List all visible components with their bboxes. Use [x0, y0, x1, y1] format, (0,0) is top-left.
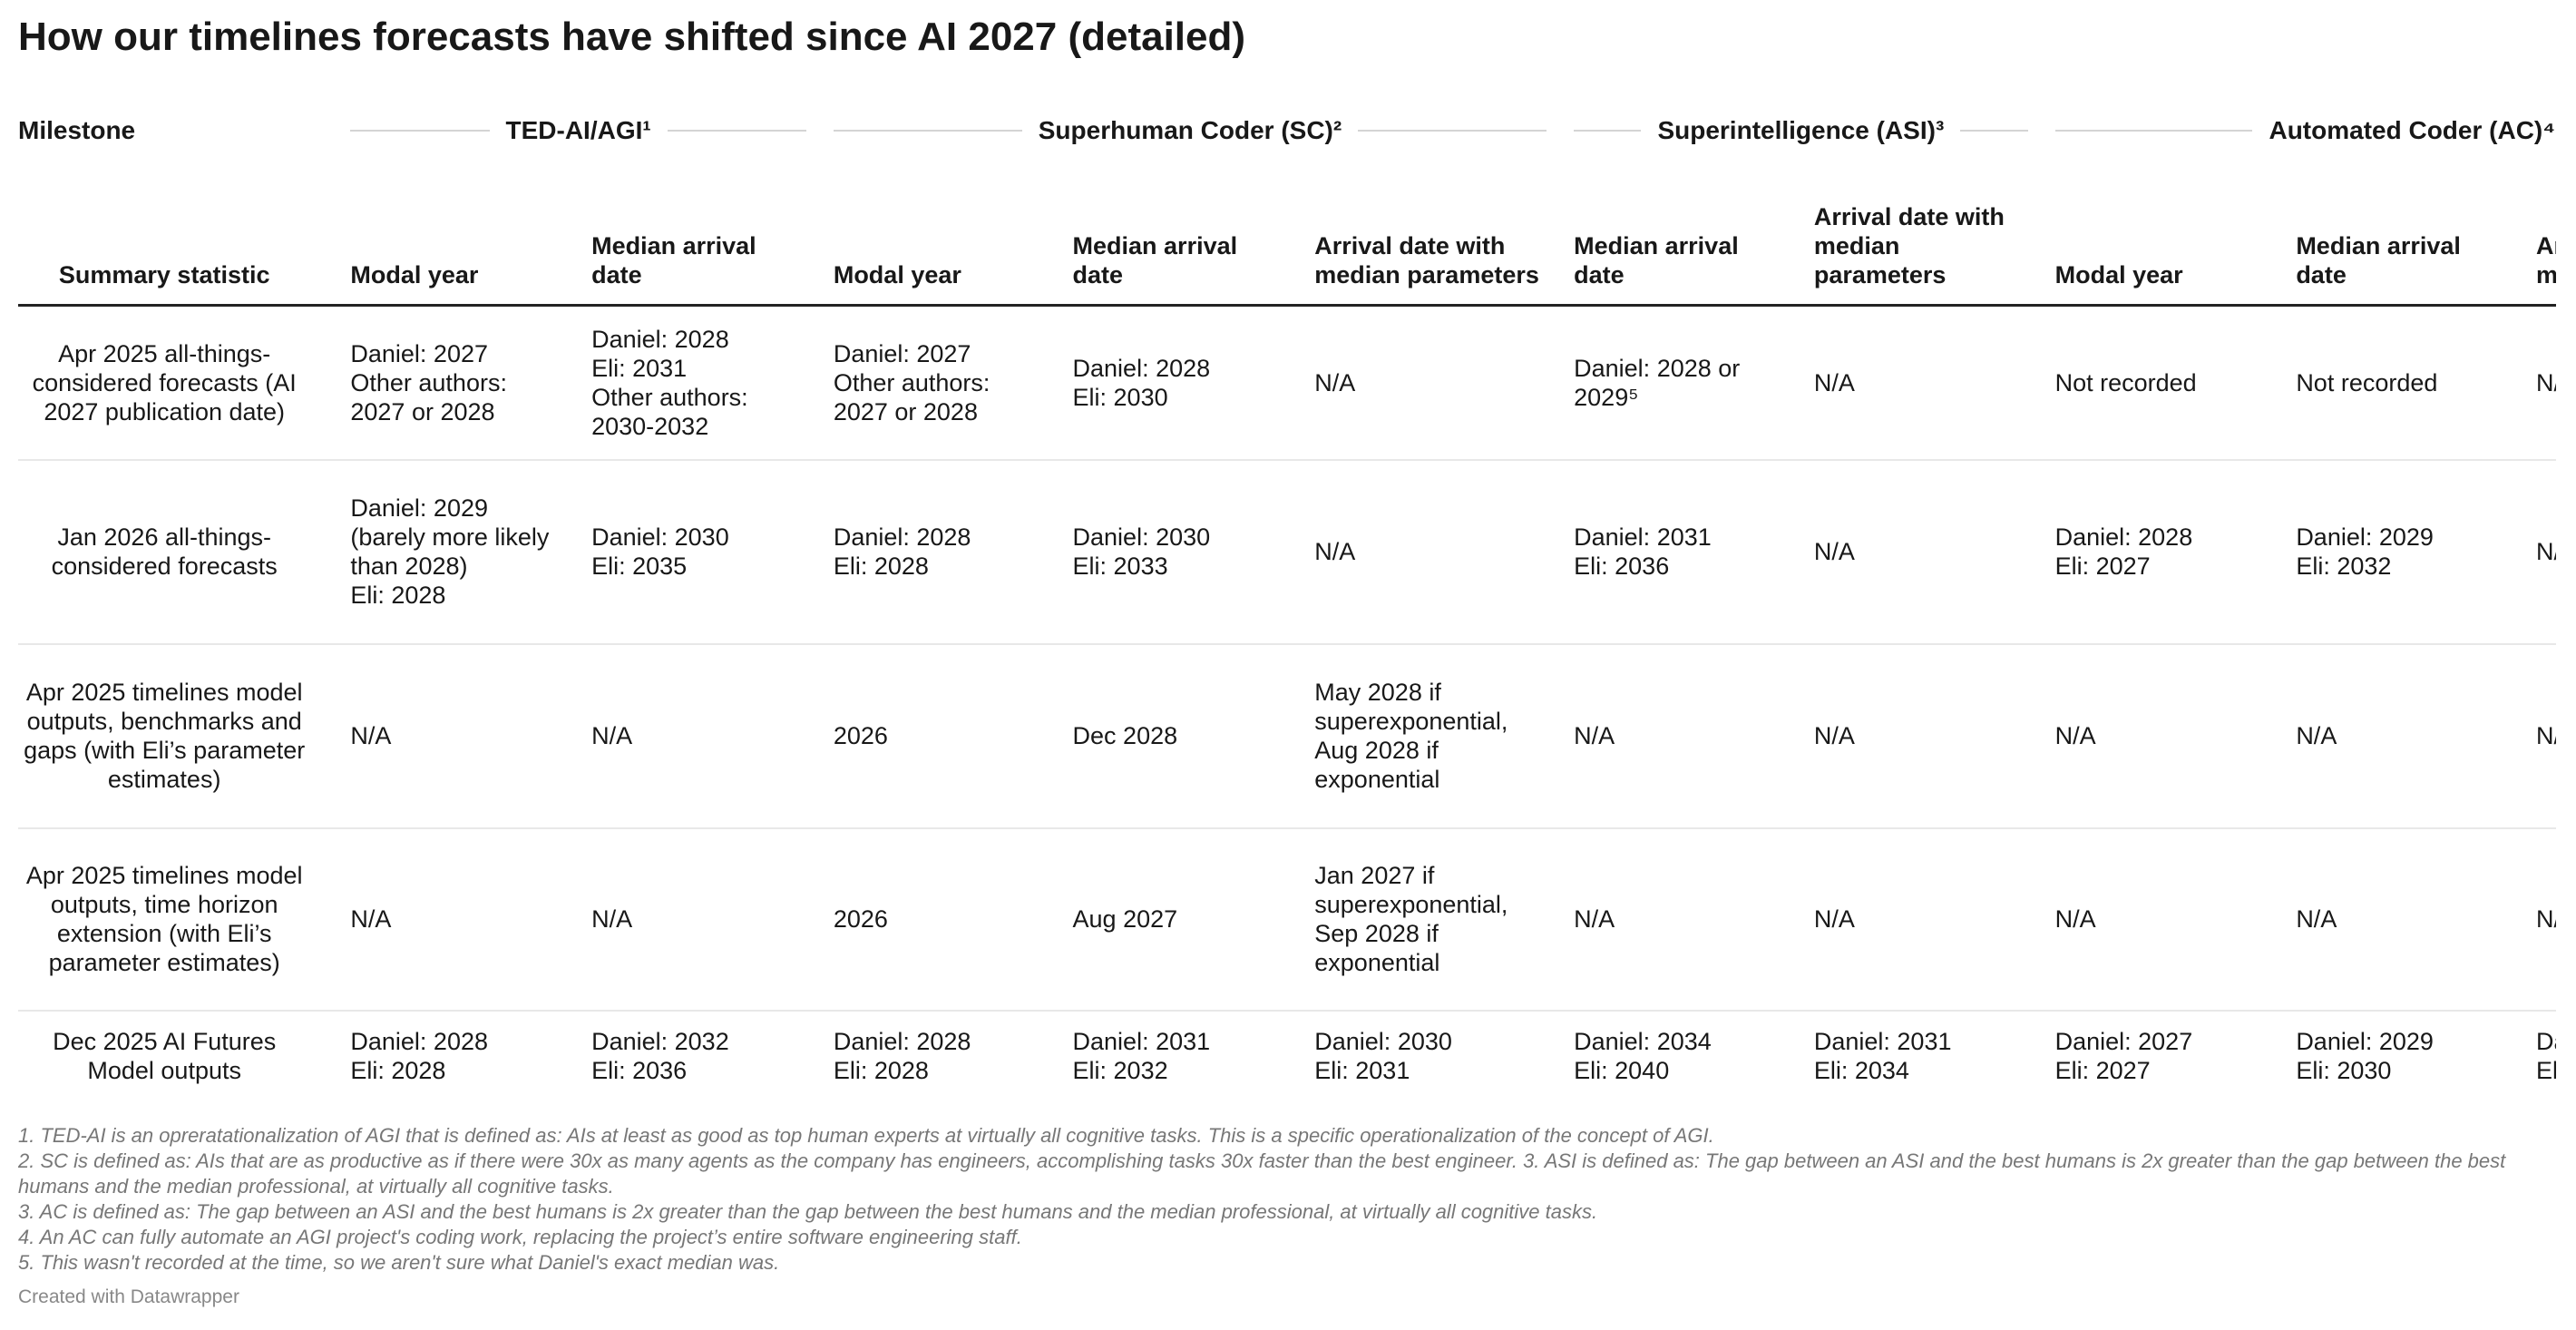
group-header: Automated Coder (AC)⁴ [2055, 98, 2556, 163]
table-cell: Daniel: 2028 Eli: 2028 [833, 459, 1073, 645]
table-cell: Daniel: 2031 Eli: 2032 [1072, 1028, 1211, 1084]
table-cell: N/A [2296, 827, 2537, 1012]
table-cell: N/A [591, 827, 834, 1012]
table-cell: Daniel: Eli: [2536, 1028, 2556, 1084]
table-cell: N/A [1813, 305, 2055, 461]
table-cell: N/A [2536, 305, 2556, 461]
table-cell: Daniel: 2028 Eli: 2031 Other authors: 20… [591, 305, 834, 461]
group-header: TED-AI/AGI¹ [350, 98, 833, 163]
column-header: Modal year [833, 163, 1073, 307]
table-cell: Daniel: 2029 (barely more likely than 20… [350, 459, 592, 645]
table-cell: Daniel: 2032 Eli: 2036 [591, 1028, 729, 1084]
table-cell: May 2028 if superexponential, Aug 2028 i… [1314, 643, 1575, 829]
table-row: Apr 2025 timelines model outputs, time h… [18, 827, 2556, 1012]
table-cell: N/A [2296, 643, 2537, 829]
column-header: Summary statistic [18, 163, 351, 307]
column-header: Modal year [350, 163, 592, 307]
group-header: Superhuman Coder (SC)² [834, 98, 1574, 163]
table-cell: N/A [1574, 643, 1814, 829]
column-header: Arrival date with median parameters [2536, 163, 2556, 307]
footnote: 5. This wasn't recorded at the time, so … [18, 1251, 780, 1274]
table-cell: Aug 2027 [1072, 827, 1315, 1012]
column-header: Arrival date with median parameters [1813, 163, 2055, 307]
table-row: Apr 2025 timelines model outputs, benchm… [18, 643, 2556, 829]
column-header: Arrival date with median parameters [1314, 163, 1575, 307]
table-cell: Apr 2025 all-things-considered forecasts… [18, 305, 351, 461]
footnote: 1. TED-AI is an opreratationalization of… [18, 1124, 1714, 1147]
group-row: Milestone TED-AI/AGI¹ Superhuman Coder (SC… [18, 98, 2556, 163]
table-row: Dec 2025 AI Futures Model outputs Daniel:… [18, 1011, 2556, 1101]
table-cell: Daniel: 2029 Eli: 2030 [2296, 1028, 2434, 1084]
group-label: Automated Coder (AC)⁴ [2055, 116, 2556, 145]
table-row: Jan 2026 all-things-considered forecasts… [18, 459, 2556, 645]
credit: Created with Datawrapper [18, 1286, 239, 1307]
table-cell: Daniel: 2030 Eli: 2035 [591, 459, 834, 645]
column-header: Median arrival date [1072, 163, 1315, 307]
table-cell: Daniel: 2028 Eli: 2028 [350, 1028, 488, 1084]
table-cell: 2026 [833, 827, 1073, 1012]
table-cell: Daniel: 2028 or 2029⁵ [1574, 305, 1814, 461]
table-cell: N/A [1813, 459, 2055, 645]
column-header: Modal year [2054, 163, 2297, 307]
group-header: Milestone [18, 98, 350, 163]
table-cell: N/A [350, 827, 592, 1012]
group-label: Superhuman Coder (SC)² [834, 116, 1547, 145]
table-cell: Daniel: 2030 Eli: 2031 [1314, 1028, 1452, 1084]
column-header: Median arrival date [1574, 163, 1814, 307]
table-wrap: Milestone TED-AI/AGI¹ Superhuman Coder (SC… [18, 98, 2556, 1101]
table-cell: Dec 2028 [1072, 643, 1315, 829]
table-cell: Not recorded [2296, 305, 2537, 461]
table-cell: Daniel: 2027 Other authors: 2027 or 2028 [833, 305, 1073, 461]
group-label: Milestone [18, 116, 136, 144]
table-cell: Daniel: 2031 Eli: 2034 [1813, 1028, 1952, 1084]
table: Milestone TED-AI/AGI¹ Superhuman Coder (SC… [18, 98, 2556, 1101]
group-label: Superintelligence (ASI)³ [1574, 116, 2027, 145]
column-header: Median arrival date [591, 163, 834, 307]
footnote: 3. AC is defined as: The gap between an … [18, 1200, 1598, 1223]
header-row: Summary statistic Modal year Median arriva… [18, 163, 2556, 307]
footnotes: 1. TED-AI is an opreratationalization of… [18, 1123, 2558, 1276]
table-cell: N/A [1314, 305, 1575, 461]
table-cell: N/A [350, 643, 592, 829]
footnote: 2. SC is defined as: AIs that are as pro… [18, 1149, 2506, 1198]
table-cell: Jan 2027 if superexponential, Sep 2028 i… [1314, 827, 1575, 1012]
table-cell: Not recorded [2054, 305, 2297, 461]
table-cell: Daniel: 2027 Eli: 2027 [2054, 1028, 2193, 1084]
table-cell: Apr 2025 timelines model outputs, benchm… [18, 643, 351, 829]
column-header: Median arrival date [2296, 163, 2537, 307]
footnote: 4. An AC can fully automate an AGI proje… [18, 1226, 1022, 1248]
table-cell: Daniel: 2034 Eli: 2040 [1574, 1028, 1712, 1084]
title: How our timelines forecasts have shifted… [18, 15, 1246, 59]
table-cell: Daniel: 2028 Eli: 2030 [1072, 305, 1315, 461]
table-cell: N/A [2536, 827, 2556, 1012]
table-cell: N/A [2054, 643, 2297, 829]
table-cell: N/A [591, 643, 834, 829]
table-cell: Daniel: 2030 Eli: 2033 [1072, 459, 1315, 645]
table-cell: Dec 2025 AI Futures Model outputs [53, 1028, 277, 1084]
group-label: TED-AI/AGI¹ [350, 116, 805, 145]
table-cell: Daniel: 2028 Eli: 2028 [833, 1028, 971, 1084]
table-cell: N/A [2536, 643, 2556, 829]
table-cell: N/A [1574, 827, 1814, 1012]
table-cell: N/A [1813, 643, 2055, 829]
table-cell: Daniel: 2031 Eli: 2036 [1574, 459, 1814, 645]
table-cell: Apr 2025 timelines model outputs, time h… [18, 827, 351, 1012]
group-header: Superintelligence (ASI)³ [1574, 98, 2054, 163]
table-cell: Daniel: 2029 Eli: 2032 [2296, 459, 2537, 645]
table-cell: N/A [2536, 459, 2556, 645]
table-cell: Jan 2026 all-things-considered forecasts [18, 459, 351, 645]
table-cell: Daniel: 2028 Eli: 2027 [2054, 459, 2297, 645]
table-row: Apr 2025 all-things-considered forecasts… [18, 305, 2556, 461]
table-cell: N/A [1813, 827, 2055, 1012]
table-cell: N/A [2054, 827, 2297, 1012]
table-cell: N/A [1314, 459, 1575, 645]
table-cell: Daniel: 2027 Other authors: 2027 or 2028 [350, 305, 592, 461]
table-cell: 2026 [833, 643, 1073, 829]
